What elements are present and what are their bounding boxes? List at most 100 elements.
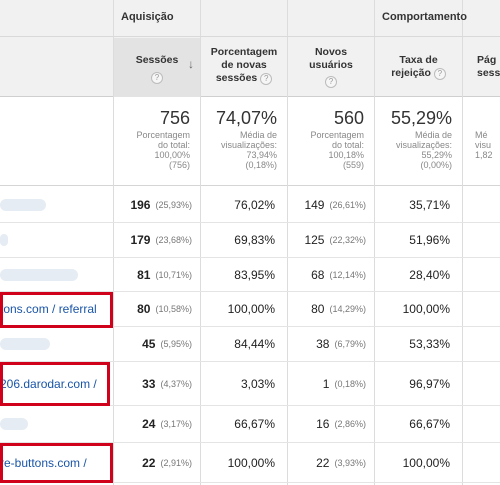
sessions-cell: 22 (2,91%) [142,455,192,470]
bounce-rate-cell: 100,00% [402,455,450,470]
column-divider [200,0,201,485]
totals-pages-per-session: Mé visu 1,82 [463,98,500,186]
total-detail: Média de visualizações: 55,29% (0,00%) [395,130,452,170]
new-sessions-percent-cell: 100,00% [227,455,275,470]
source-medium-link[interactable] [0,223,113,257]
table-row: 206.darodar.com / 33 (4,37%) 3,03% 1 (0,18%) 9… [0,362,500,406]
help-icon[interactable]: ? [151,72,163,84]
total-value: 756 [159,108,190,128]
highlight-box [0,443,113,483]
table-header [0,0,500,97]
new-sessions-percent-cell: 100,00% [227,302,275,316]
column-header-pages-per-session[interactable]: Pág sessã [463,38,500,97]
table-row: 24 (3,17%) 66,67% 16 (2,86%) 66,67% [0,406,500,443]
highlight-box [0,292,113,328]
table-row: 81 (10,71%) 83,95% 68 (12,14%) 28,40% [0,258,500,292]
sessions-cell: 24 (3,17%) [142,417,192,431]
source-medium-link[interactable]: tons.com / referral [0,302,97,316]
sessions-cell: 196 (25,93%) [130,197,192,212]
column-header-label: rejeição ? [375,67,462,80]
bounce-rate-cell: 100,00% [402,302,450,316]
column-header-label: Pág [477,54,497,66]
table-row: 45 (5,95%) 84,44% 38 (6,79%) 53,33% [0,327,500,362]
redacted-text [0,268,78,281]
new-sessions-percent-cell: 76,02% [234,197,275,212]
sessions-cell: 45 (5,95%) [142,337,192,351]
redacted-text [0,418,28,430]
column-header-label: sessã [477,67,500,79]
new-users-cell: 38 (6,79%) [316,337,366,351]
total-detail: Porcentagem do total: 100,00% (756) [136,130,190,170]
new-sessions-percent-cell: 84,44% [234,337,275,351]
totals-bounce-rate: 55,29% Média de visualizações: 55,29% (0,00… [375,98,462,186]
help-icon[interactable]: ? [325,76,337,88]
column-divider [374,0,375,485]
dimension-header [0,0,113,37]
new-sessions-percent-cell: 83,95% [234,267,275,282]
column-divider [287,0,288,485]
new-sessions-percent-cell: 69,83% [234,233,275,247]
source-medium-link[interactable]: re-buttons.com / [0,455,87,470]
total-detail: Mé visu 1,82 [475,130,493,160]
bounce-rate-cell: 66,67% [409,417,450,431]
column-header-new-sessions-percent[interactable]: Porcentagem de novas sessões ? [201,38,287,97]
help-icon[interactable]: ? [260,73,273,85]
redacted-text [0,338,50,350]
group-header-behavior: Comportamento [374,0,500,37]
table-row: tons.com / referral 80 (10,58%) 100,00% 80 (1… [0,292,500,327]
totals-dimension-cell [0,98,113,186]
bounce-rate-cell: 28,40% [409,267,450,282]
new-users-cell: 22 (3,93%) [316,455,366,470]
help-icon[interactable]: ? [433,68,446,80]
source-medium-link[interactable]: 206.darodar.com / [0,376,97,391]
total-detail: Média de visualizações: 73,94% (0,18%) [220,130,277,170]
sessions-cell: 179 (23,68%) [130,233,192,247]
source-medium-link[interactable] [0,187,113,222]
table-row: re-buttons.com / 22 (2,91%) 100,00% 22 (3,93%… [0,443,500,483]
sessions-cell: 80 (10,58%) [137,302,192,316]
column-header-new-users[interactable]: Novos usuários ? [288,38,374,97]
redacted-text [0,198,46,211]
new-users-cell: 149 (26,61%) [304,197,366,212]
bounce-rate-cell: 35,71% [409,197,450,212]
total-detail: Porcentagem do total: 100,18% (559) [310,130,364,170]
sort-descending-icon[interactable]: ↓ [188,57,194,71]
new-users-cell: 80 (14,29%) [311,302,366,316]
highlight-box [0,362,110,406]
column-header-label: sessões ? [201,72,287,85]
column-header-sessions[interactable]: Sessões ? ↓ [114,38,200,97]
new-users-cell: 16 (2,86%) [316,417,366,431]
column-header-label: usuários [309,59,353,71]
totals-sessions: 756 Porcentagem do total: 100,00% (756) [114,98,200,186]
new-sessions-percent-cell: 3,03% [240,376,275,391]
group-header-acquisition: Aquisição [113,0,374,37]
column-header-label: Taxa de [399,54,438,66]
source-medium-link[interactable] [0,327,113,361]
new-users-cell: 68 (12,14%) [311,267,366,282]
column-divider [113,0,114,485]
column-divider [462,0,463,485]
bounce-rate-cell: 53,33% [409,337,450,351]
source-medium-link[interactable] [0,258,113,291]
column-header-label: Novos [314,46,348,58]
table-row: 179 (23,68%) 69,83% 125 (22,32%) 51,96% [0,223,500,258]
new-users-cell: 125 (22,32%) [304,233,366,247]
new-users-cell: 1 (0,18%) [322,376,366,391]
sessions-cell: 33 (4,37%) [142,376,192,391]
new-sessions-percent-cell: 66,67% [234,417,275,431]
source-medium-link[interactable] [0,406,113,442]
total-value: 74,07% [215,108,277,128]
totals-new-users: 560 Porcentagem do total: 100,18% (559) [288,98,374,186]
total-value: 55,29% [390,108,452,128]
column-header-label: Porcentagem [210,46,278,58]
bounce-rate-cell: 51,96% [409,233,450,247]
column-header-bounce-rate[interactable]: Taxa de rejeição ? [375,38,462,97]
table-row: 196 (25,93%) 76,02% 149 (26,61%) 35,71% [0,187,500,223]
column-header-label: Sessões [135,54,179,66]
redacted-text [0,234,8,246]
sessions-cell: 81 (10,71%) [137,267,192,282]
bounce-rate-cell: 96,97% [409,376,450,391]
totals-new-sessions-percent: 74,07% Média de visualizações: 73,94% (0,18… [201,98,287,186]
total-value: 560 [333,108,364,128]
column-header-label: de novas [221,59,267,71]
